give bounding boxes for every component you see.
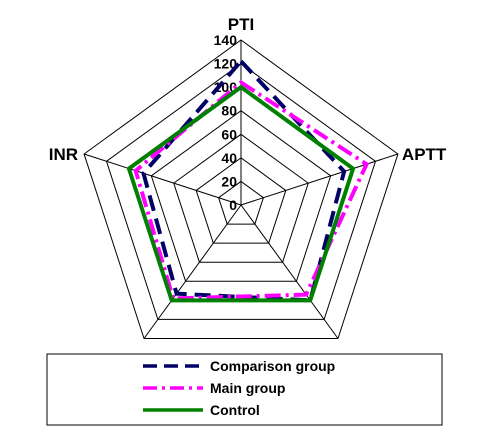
legend: Comparison group Main group Control [46, 353, 443, 426]
axis-label-inr: INR [49, 145, 78, 164]
spoke-inr [83, 153, 242, 206]
axis-label-pti: PTI [228, 15, 254, 34]
legend-label-comparison: Comparison group [210, 358, 335, 374]
spoke-thrombin [143, 204, 242, 339]
grid-ring-60 [173, 133, 309, 263]
legend-box [46, 353, 443, 426]
grid-ring-20 [217, 180, 265, 225]
tick-label-20: 20 [221, 173, 237, 189]
series-lines [126, 58, 370, 303]
series-main-group [133, 79, 370, 301]
axis-label-aptt: APTT [402, 145, 447, 164]
legend-label-control: Control [210, 402, 260, 418]
grid-ring-80 [150, 110, 332, 282]
grid-ring-120 [105, 62, 377, 320]
tick-label-120: 120 [214, 56, 238, 72]
spoke-aptt [240, 153, 399, 206]
grid-ring-140 [83, 39, 399, 339]
tick-label-0: 0 [229, 197, 237, 213]
tick-label-140: 140 [214, 32, 238, 48]
series-control [126, 84, 356, 303]
grid-ring-40 [195, 157, 287, 244]
radar-spokes [83, 40, 399, 339]
legend-label-main: Main group [210, 380, 285, 396]
spoke-fibrinogen [240, 204, 339, 339]
tick-label-60: 60 [221, 126, 237, 142]
tick-label-80: 80 [221, 103, 237, 119]
tick-label-40: 40 [221, 150, 237, 166]
